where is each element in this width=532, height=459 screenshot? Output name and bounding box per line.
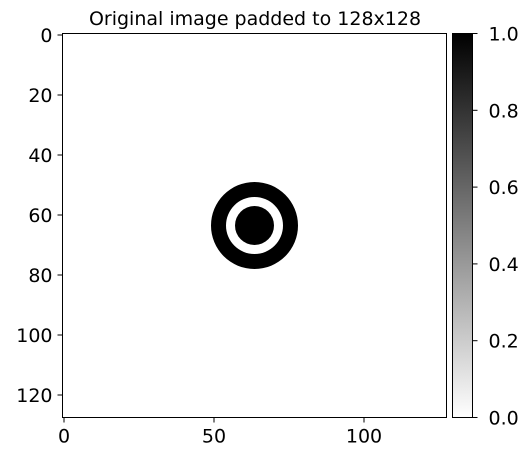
colorbar-tick-label: 0.2 (489, 331, 519, 353)
y-tick-label: 40 (28, 145, 52, 167)
x-tick-label: 0 (58, 426, 70, 448)
image-ring (211, 182, 298, 269)
chart-title: Original image padded to 128x128 (89, 8, 421, 30)
colorbar-tick-label: 0.8 (489, 100, 519, 122)
image-plot (62, 33, 447, 418)
image-axes: 0 50 100 0 20 40 60 80 100 120 (16, 25, 382, 448)
x-tick-label: 50 (202, 426, 226, 448)
y-tick-label: 100 (16, 325, 52, 347)
image-disk (235, 206, 274, 245)
y-tick-label: 60 (28, 205, 52, 227)
colorbar-axis: 0.0 0.2 0.4 0.6 0.8 1.0 (472, 24, 519, 430)
y-tick-label: 80 (28, 265, 52, 287)
colorbar-tick-label: 0.0 (489, 408, 519, 430)
y-tick-label: 0 (40, 25, 52, 47)
colorbar-tick-label: 1.0 (489, 24, 519, 46)
y-tick-label: 20 (28, 85, 52, 107)
colorbar (452, 33, 473, 418)
x-tick-label: 100 (346, 426, 382, 448)
colorbar-tick-label: 0.6 (489, 177, 519, 199)
image-frame (62, 33, 447, 418)
colorbar-tick-label: 0.4 (489, 254, 519, 276)
y-tick-label: 120 (16, 385, 52, 407)
